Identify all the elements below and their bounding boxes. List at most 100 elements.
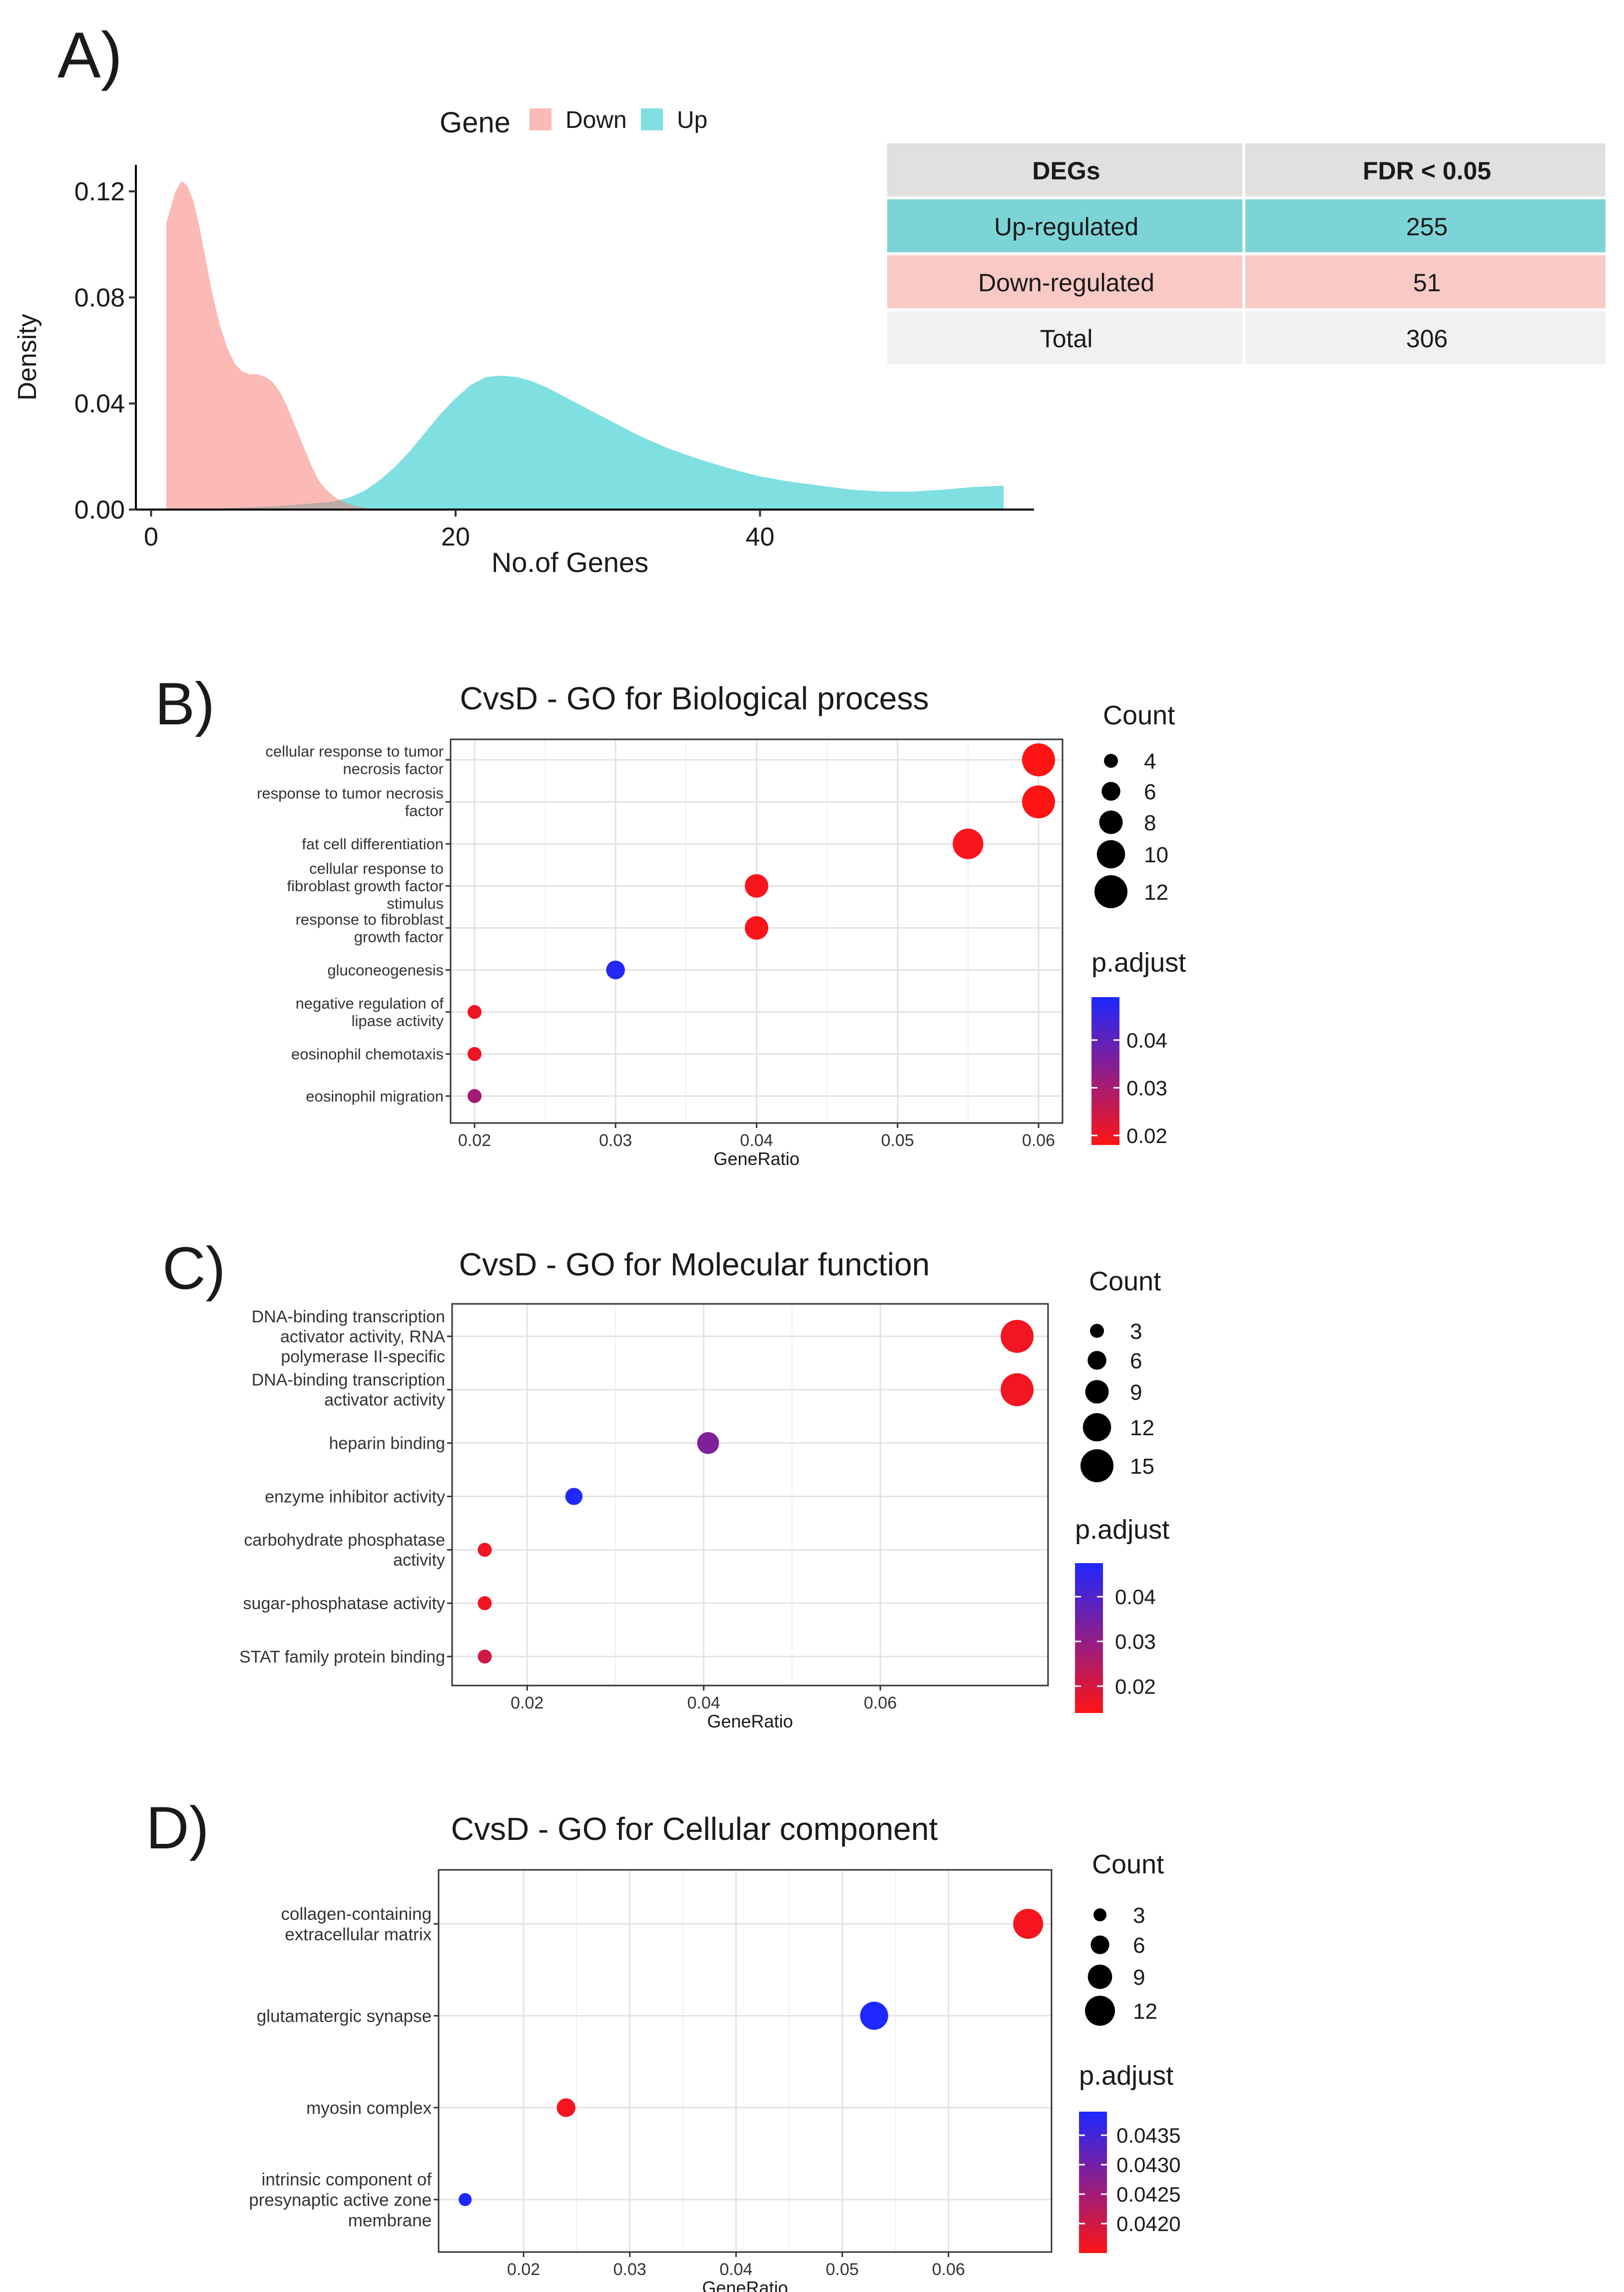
color-legend-label: 0.0435: [1116, 2124, 1180, 2147]
category-label: myosin complex: [306, 2098, 432, 2118]
data-point: [478, 1543, 492, 1557]
data-point: [860, 2001, 888, 2030]
plot-frame-c: [451, 1303, 1049, 1687]
label-line: DNA-binding transcription: [252, 1371, 445, 1390]
x-tick-label: 0.06: [864, 1694, 897, 1713]
table-cell: [887, 143, 1242, 196]
x-tick-label: 0.02: [507, 2260, 540, 2279]
size-legend-label: 12: [1144, 880, 1168, 905]
category-label: STAT family protein binding: [239, 1648, 445, 1667]
size-legend-dot: [1090, 1935, 1109, 1954]
plot-title-d: CvsD - GO for Cellular component: [451, 1811, 938, 1847]
label-line: eosinophil migration: [306, 1088, 444, 1105]
size-legend-dot: [1085, 1380, 1109, 1404]
table-cell: [1245, 255, 1606, 308]
density-area-down: [166, 180, 395, 510]
category-label: eosinophil chemotaxis: [291, 1046, 444, 1063]
label-line: DNA-binding transcription: [252, 1307, 445, 1326]
data-point: [467, 1089, 482, 1103]
y-axis-title: Density: [13, 314, 42, 400]
data-point: [745, 916, 768, 940]
y-tick-label: 0.04: [74, 390, 125, 419]
size-legend-label: 10: [1144, 843, 1168, 867]
color-legend-label: 0.0430: [1116, 2153, 1180, 2177]
category-label: eosinophil migration: [306, 1088, 444, 1105]
label-line: STAT family protein binding: [239, 1648, 445, 1667]
plot-title-b: CvsD - GO for Biological process: [460, 680, 929, 716]
category-label: DNA-binding transcription activator activ…: [252, 1371, 445, 1410]
label-line: intrinsic component of: [262, 2170, 432, 2189]
label-line: lipase activity: [352, 1012, 444, 1030]
size-legend-label: 6: [1130, 1349, 1142, 1373]
x-tick-label: 0.05: [826, 2260, 859, 2279]
color-legend-label: 0.04: [1115, 1585, 1156, 1609]
size-legend-label: 12: [1133, 1999, 1157, 2024]
x-tick-label: 0.02: [511, 1694, 543, 1713]
size-legend-label: 3: [1130, 1319, 1142, 1344]
label-line: glutamatergic synapse: [257, 2006, 432, 2026]
category-label: cellular response to tumor necrosis facto…: [265, 742, 444, 777]
table-row-label: Total: [1040, 325, 1093, 353]
label-line: activator activity: [324, 1391, 445, 1410]
label-line: necrosis factor: [343, 760, 444, 777]
size-legend-label: 3: [1133, 1903, 1145, 1928]
color-legend-bar: [1079, 2112, 1107, 2253]
category-label: heparin binding: [329, 1434, 445, 1453]
category-label: intrinsic component of presynaptic active…: [249, 2170, 432, 2230]
category-label: cellular response to fibroblast growth fa…: [287, 860, 444, 912]
table-header: DEGs: [1032, 157, 1100, 185]
panel-label-a: A): [57, 18, 122, 91]
label-line: presynaptic active zone: [249, 2190, 432, 2210]
label-line: factor: [405, 802, 444, 819]
table-row-value: 51: [1413, 269, 1441, 297]
color-legend-label: 0.02: [1126, 1124, 1167, 1147]
size-legend-dot: [1101, 782, 1120, 801]
category-label: enzyme inhibitor activity: [265, 1487, 445, 1506]
category-label: DNA-binding transcription activator activ…: [252, 1307, 446, 1366]
x-tick-label: 20: [441, 523, 470, 552]
panel-label-d: D): [146, 1794, 209, 1861]
y-tick-label: 0.12: [74, 177, 125, 206]
data-point: [478, 1650, 492, 1664]
table-cell: [1245, 199, 1606, 252]
color-legend-label: 0.02: [1115, 1675, 1156, 1698]
label-line: activator activity, RNA: [280, 1327, 445, 1346]
label-line: gluconeogenesis: [327, 961, 444, 979]
category-label: gluconeogenesis: [327, 961, 444, 979]
plot-panel-d: [438, 1869, 1053, 2253]
x-tick-label: 0.02: [458, 1131, 491, 1150]
table-row-label: Down-regulated: [978, 269, 1154, 297]
category-label: carbohydrate phosphatase activity: [244, 1531, 445, 1570]
label-line: stimulus: [387, 895, 444, 912]
table-header: FDR < 0.05: [1363, 157, 1491, 185]
x-tick-label: 0.03: [613, 2260, 646, 2279]
legend-title: Gene: [440, 106, 511, 139]
data-point: [1022, 743, 1056, 776]
panel-label-b: B): [155, 670, 215, 737]
table-cell: [887, 199, 1242, 252]
label-line: cellular response to tumor: [265, 742, 444, 760]
x-tick-label: 0.06: [1022, 1131, 1055, 1150]
label-line: carbohydrate phosphatase: [244, 1531, 445, 1550]
size-legend-label: 9: [1133, 1965, 1145, 1990]
plot-frame-d: [438, 1869, 1053, 2253]
data-point: [467, 1047, 482, 1061]
category-label: sugar-phosphatase activity: [243, 1594, 445, 1613]
legend-label-down: Down: [565, 107, 627, 133]
x-tick-label: 0.04: [740, 1131, 773, 1150]
label-line: collagen-containing: [281, 1904, 432, 1924]
category-label: negative regulation of lipase activity: [296, 995, 444, 1030]
plot-panel-c: [451, 1303, 1049, 1687]
size-legend-dot: [1087, 1351, 1106, 1370]
density-area-up: [166, 376, 1004, 510]
size-legend-title-b: Count: [1103, 700, 1175, 730]
label-line: cellular response to: [309, 860, 444, 877]
label-line: growth factor: [354, 928, 444, 946]
size-legend-dot: [1087, 1964, 1112, 1989]
label-line: activity: [393, 1551, 445, 1570]
data-point: [478, 1596, 492, 1611]
size-legend-title-c: Count: [1089, 1266, 1161, 1296]
color-legend-bar: [1075, 1563, 1103, 1713]
label-line: response to fibroblast: [296, 911, 444, 928]
